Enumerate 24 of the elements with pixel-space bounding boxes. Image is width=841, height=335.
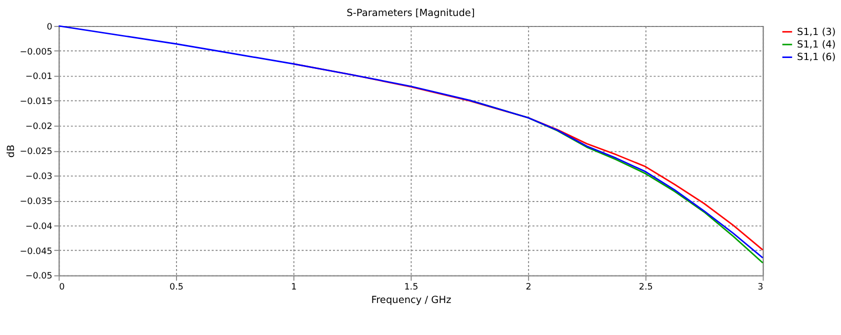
x-tick-label: 0	[59, 282, 66, 292]
x-tick-label: 2	[526, 282, 532, 292]
y-tick-label: −0.025	[20, 147, 52, 158]
y-tick-label: −0.02	[25, 122, 52, 132]
x-tick-label: 2.5	[638, 282, 653, 292]
legend-label: S1,1 (4)	[796, 39, 836, 50]
x-tick-label: 1.5	[404, 282, 418, 292]
legend-label: S1,1 (6)	[796, 52, 836, 64]
y-tick-label: 0	[46, 22, 53, 32]
y-tick-label: −0.05	[25, 272, 52, 282]
y-axis-title: dB	[6, 144, 17, 158]
x-axis-title: Frequency / GHz	[371, 295, 452, 306]
y-tick-label: −0.005	[20, 47, 52, 58]
y-tick-label: −0.03	[25, 172, 52, 182]
y-tick-label: −0.01	[25, 72, 52, 82]
x-tick-label: 0.5	[170, 282, 184, 292]
y-tick-label: −0.045	[20, 246, 52, 257]
y-tick-label: −0.04	[25, 222, 53, 232]
x-tick-label: 3	[758, 282, 764, 292]
x-tick-label: 1	[291, 282, 297, 292]
y-tick-label: −0.035	[20, 196, 52, 207]
y-tick-label: −0.015	[20, 97, 52, 108]
legend-label: S1,1 (3)	[796, 26, 836, 38]
chart-title: S-Parameters [Magnitude]	[346, 8, 475, 20]
